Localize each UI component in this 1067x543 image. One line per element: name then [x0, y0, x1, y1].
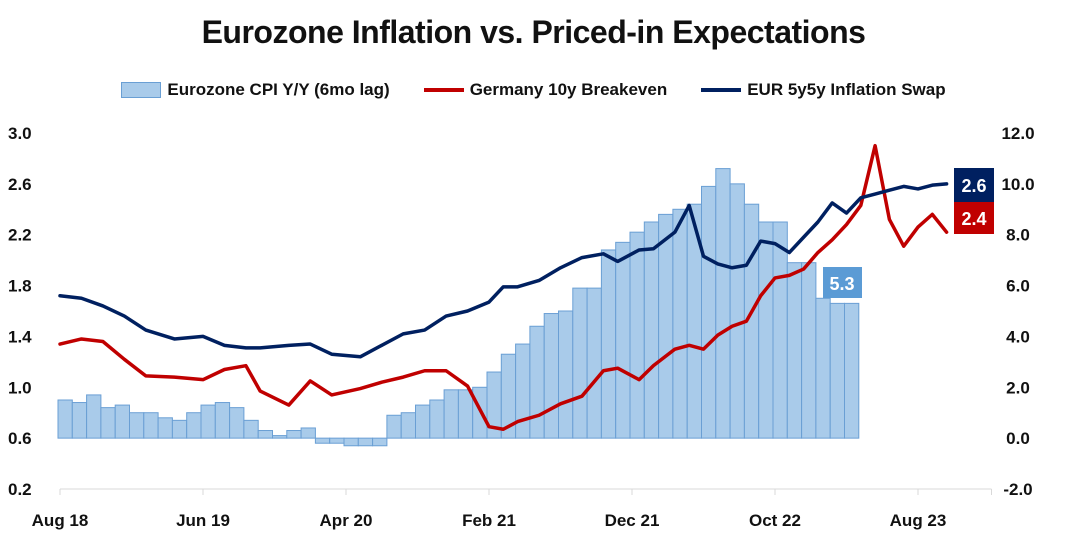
breakeven-end-label-box: [954, 202, 994, 234]
breakeven-line: [58, 143, 949, 431]
cpi-bar: [429, 399, 445, 439]
cpi-bar: [86, 394, 102, 439]
cpi-bar: [615, 241, 631, 439]
cpi-bar: [300, 427, 316, 439]
cpi-bar: [643, 221, 660, 439]
x-tick-label: Dec 21: [605, 511, 660, 530]
cpi-bar: [801, 262, 817, 439]
right-tick-label: 8.0: [1006, 226, 1030, 245]
x-tick-label: Apr 20: [320, 511, 373, 530]
legend-label-breakeven: Germany 10y Breakeven: [469, 80, 668, 99]
cpi-bar: [329, 437, 345, 444]
cpi-bar: [257, 430, 274, 439]
swap-line: [58, 182, 949, 359]
left-tick-label: 2.6: [8, 175, 32, 194]
left-tick-label: 0.2: [8, 480, 32, 499]
cpi-bar: [372, 437, 388, 447]
x-tick-label: Aug 18: [32, 511, 89, 530]
cpi-bar: [157, 417, 173, 439]
cpi-bar: [529, 325, 545, 439]
left-tick-label: 1.0: [8, 378, 32, 397]
left-tick-label: 1.4: [8, 327, 32, 346]
cpi-bar: [772, 221, 788, 439]
legend-item-cpi: Eurozone CPI Y/Y (6mo lag): [121, 80, 390, 100]
cpi-bar: [200, 404, 216, 439]
cpi-bar: [386, 414, 402, 439]
legend-label-swap: EUR 5y5y Inflation Swap: [747, 80, 946, 99]
cpi-bar: [143, 412, 159, 439]
cpi-bar: [186, 412, 202, 439]
legend-item-swap: EUR 5y5y Inflation Swap: [701, 80, 946, 100]
cpi-bar: [586, 287, 602, 439]
cpi-bar: [229, 407, 245, 439]
cpi-bar: [171, 419, 188, 439]
x-tick-label: Aug 23: [890, 511, 947, 530]
legend-swatch-swap: [701, 88, 742, 92]
cpi-bar: [829, 302, 846, 439]
cpi-bar: [243, 419, 259, 439]
cpi-bar: [515, 343, 531, 439]
cpi-bar: [272, 435, 288, 439]
cpi-bar: [357, 437, 374, 447]
breakeven-end-label: 2.4: [961, 209, 986, 229]
right-tick-label: 0.0: [1006, 429, 1030, 448]
right-tick-label: 4.0: [1006, 327, 1030, 346]
legend-swatch-breakeven: [423, 88, 464, 92]
cpi-bar: [600, 249, 617, 439]
cpi-end-label: 5.3: [829, 274, 854, 294]
legend-label-cpi: Eurozone CPI Y/Y (6mo lag): [167, 80, 390, 99]
swap-end-label: 2.6: [961, 176, 986, 196]
cpi-bar: [314, 437, 331, 444]
cpi-bar: [129, 412, 145, 439]
cpi-bar: [758, 221, 774, 439]
cpi-bar: [786, 262, 803, 439]
left-tick-label: 2.2: [8, 226, 32, 245]
x-tick-label: Oct 22: [749, 511, 801, 530]
cpi-bar: [443, 389, 459, 439]
cpi-bar: [71, 402, 88, 439]
left-tick-label: 1.8: [8, 277, 32, 296]
right-tick-label: 12.0: [1001, 124, 1034, 143]
right-tick-label: 10.0: [1001, 175, 1034, 194]
cpi-bar: [457, 389, 474, 439]
left-tick-label: 0.6: [8, 429, 32, 448]
cpi-bar: [343, 437, 359, 447]
swap-end-label-box: [954, 168, 994, 202]
cpi-bar: [572, 287, 588, 439]
cpi-bar: [701, 185, 717, 439]
chart-title: Eurozone Inflation vs. Priced-in Expecta…: [201, 14, 866, 50]
cpi-bar: [729, 183, 745, 439]
right-tick-label: 2.0: [1006, 378, 1030, 397]
cpi-bar: [100, 407, 116, 439]
cpi-bar: [214, 402, 231, 439]
cpi-bar: [629, 231, 645, 439]
cpi-bar: [400, 412, 417, 439]
cpi-bar: [415, 404, 431, 439]
legend-item-breakeven: Germany 10y Breakeven: [423, 80, 668, 100]
legend: Eurozone CPI Y/Y (6mo lag) Germany 10y B…: [0, 80, 1067, 100]
legend-swatch-cpi: [121, 82, 162, 98]
cpi-bar: [658, 213, 674, 439]
cpi-bar: [558, 310, 574, 439]
x-tick-label: Jun 19: [176, 511, 230, 530]
cpi-bar: [815, 297, 831, 439]
left-tick-label: 3.0: [8, 124, 32, 143]
right-tick-label: 6.0: [1006, 277, 1030, 296]
right-tick-label: -2.0: [1003, 480, 1032, 499]
cpi-bar: [844, 302, 860, 439]
cpi-bar: [114, 404, 130, 439]
cpi-end-label-box: [823, 267, 862, 298]
cpi-bar: [286, 430, 302, 439]
cpi-bar: [57, 399, 73, 439]
cpi-bar: [543, 313, 560, 439]
cpi-bar: [715, 168, 731, 439]
x-tick-label: Feb 21: [462, 511, 516, 530]
cpi-bar: [672, 208, 688, 439]
